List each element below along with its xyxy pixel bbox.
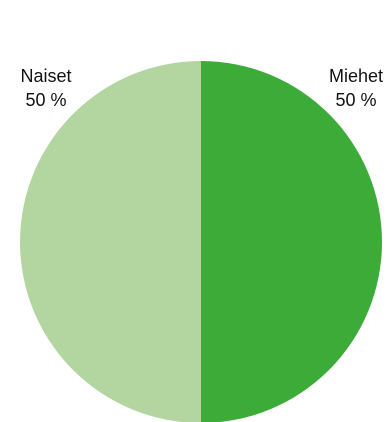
slice-value-miehet: 50 % — [335, 90, 377, 110]
slice-label-miehet: Miehet 50 % — [320, 64, 392, 112]
slice-name-miehet: Miehet — [328, 66, 384, 86]
slice-value-naiset: 50 % — [25, 90, 67, 110]
pie-slice-naiset — [20, 61, 201, 422]
slice-label-naiset: Naiset 50 % — [14, 64, 78, 112]
pie-slice-miehet — [201, 61, 382, 422]
slice-name-naiset: Naiset — [20, 66, 72, 86]
